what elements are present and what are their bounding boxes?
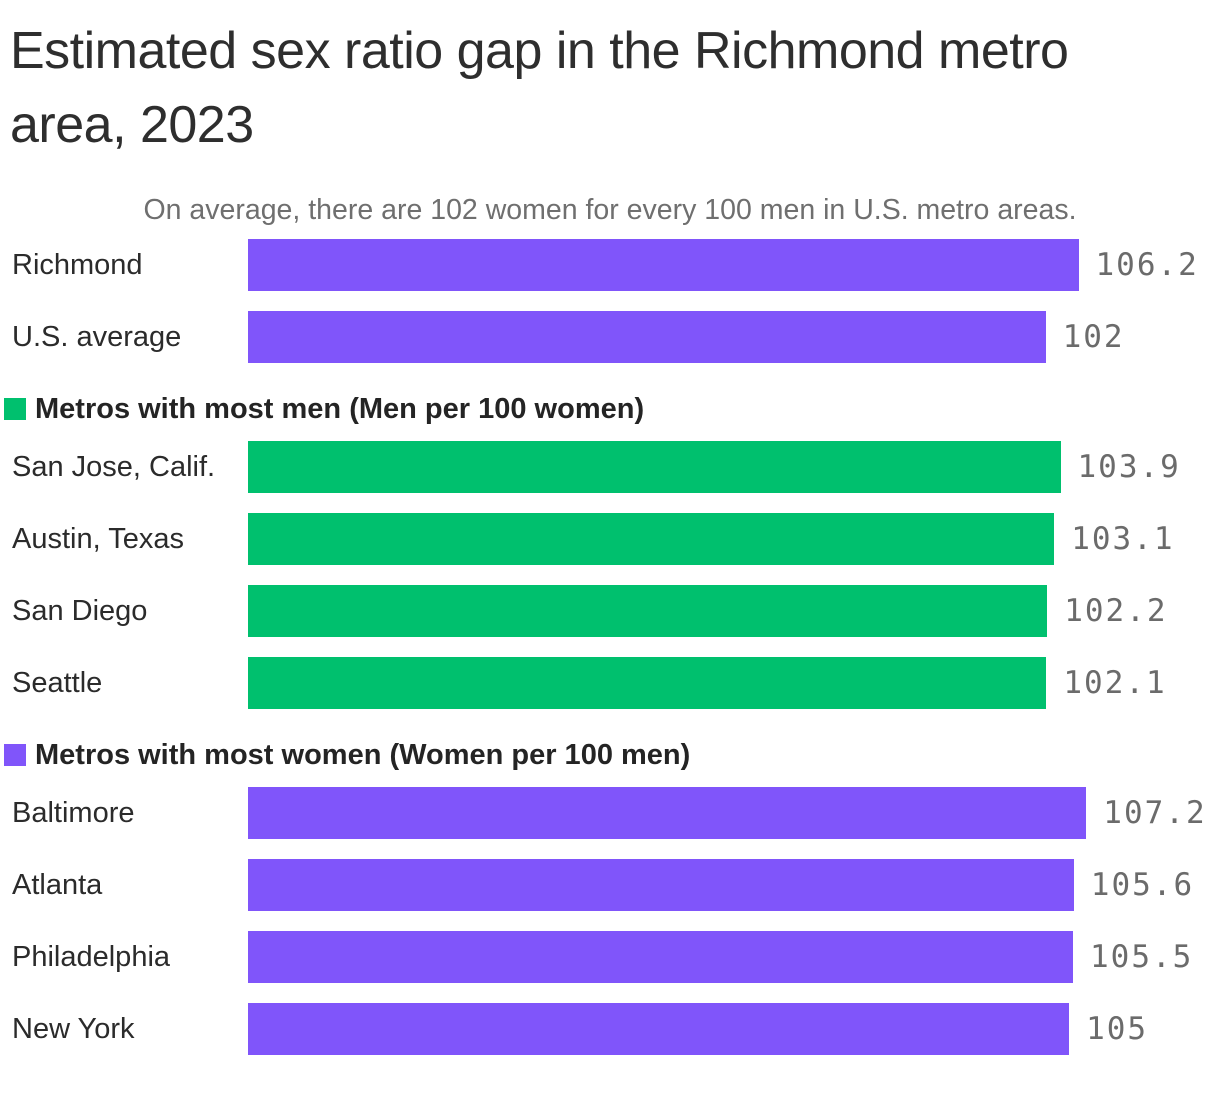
bar-row: U.S. average 102 [0, 311, 1220, 363]
legend-swatch-icon [4, 744, 26, 766]
row-label: Austin, Texas [12, 522, 184, 555]
bar-row: San Jose, Calif. 103.9 [0, 441, 1220, 493]
bar-value: 102.2 [1064, 593, 1168, 629]
chart-title: Estimated sex ratio gap in the Richmond … [10, 22, 1069, 154]
bar-row: Austin, Texas 103.1 [0, 513, 1220, 565]
bar-value: 105.6 [1090, 867, 1195, 903]
legend-label: Metros with most men (Men per 100 women) [35, 392, 645, 425]
bar-value: 103.1 [1071, 521, 1175, 557]
row-label: Richmond [12, 248, 143, 281]
bar-value: 102 [1062, 319, 1125, 355]
legend-swatch-icon [4, 398, 26, 420]
bar-row: Baltimore 107.2 [0, 787, 1220, 839]
bar-value: 103.9 [1077, 449, 1181, 485]
bar-chart: Richmond 106.2 U.S. average 102 Metros with … [0, 239, 1220, 1055]
row-label: Atlanta [12, 868, 103, 901]
bar-row: Seattle 102.1 [0, 657, 1220, 709]
bar-row: Philadelphia 105.5 [0, 931, 1220, 983]
bar-value: 105.5 [1090, 939, 1194, 975]
bar [248, 931, 1073, 983]
row-label: Baltimore [12, 796, 135, 829]
chart-subtitle: On average, there are 102 women for ever… [143, 194, 1077, 226]
row-label: Philadelphia [12, 940, 171, 973]
row-label: U.S. average [12, 320, 182, 353]
bar [248, 513, 1055, 565]
row-label: Seattle [12, 666, 103, 699]
legend-row: Metros with most women (Women per 100 me… [4, 737, 1220, 773]
bar [248, 239, 1079, 291]
bar-row: Richmond 106.2 [0, 239, 1220, 291]
bar [248, 441, 1061, 493]
bar-value: 105 [1086, 1011, 1149, 1047]
bar [248, 311, 1046, 363]
bar [248, 1003, 1070, 1055]
row-label: San Diego [12, 594, 148, 627]
row-label: San Jose, Calif. [12, 450, 216, 483]
legend-row: Metros with most men (Men per 100 women) [4, 391, 1220, 427]
bar-value: 102.1 [1063, 665, 1167, 701]
bar [248, 787, 1087, 839]
bar [248, 859, 1074, 911]
legend-label: Metros with most women (Women per 100 me… [35, 738, 691, 771]
bar-value: 106.2 [1095, 247, 1199, 283]
bar-row: San Diego 102.2 [0, 585, 1220, 637]
row-label: New York [12, 1012, 135, 1045]
bar [248, 657, 1047, 709]
bar-value: 107.2 [1103, 795, 1207, 831]
bar [248, 585, 1048, 637]
bar-row: New York 105 [0, 1003, 1220, 1055]
bar-row: Atlanta 105.6 [0, 859, 1220, 911]
